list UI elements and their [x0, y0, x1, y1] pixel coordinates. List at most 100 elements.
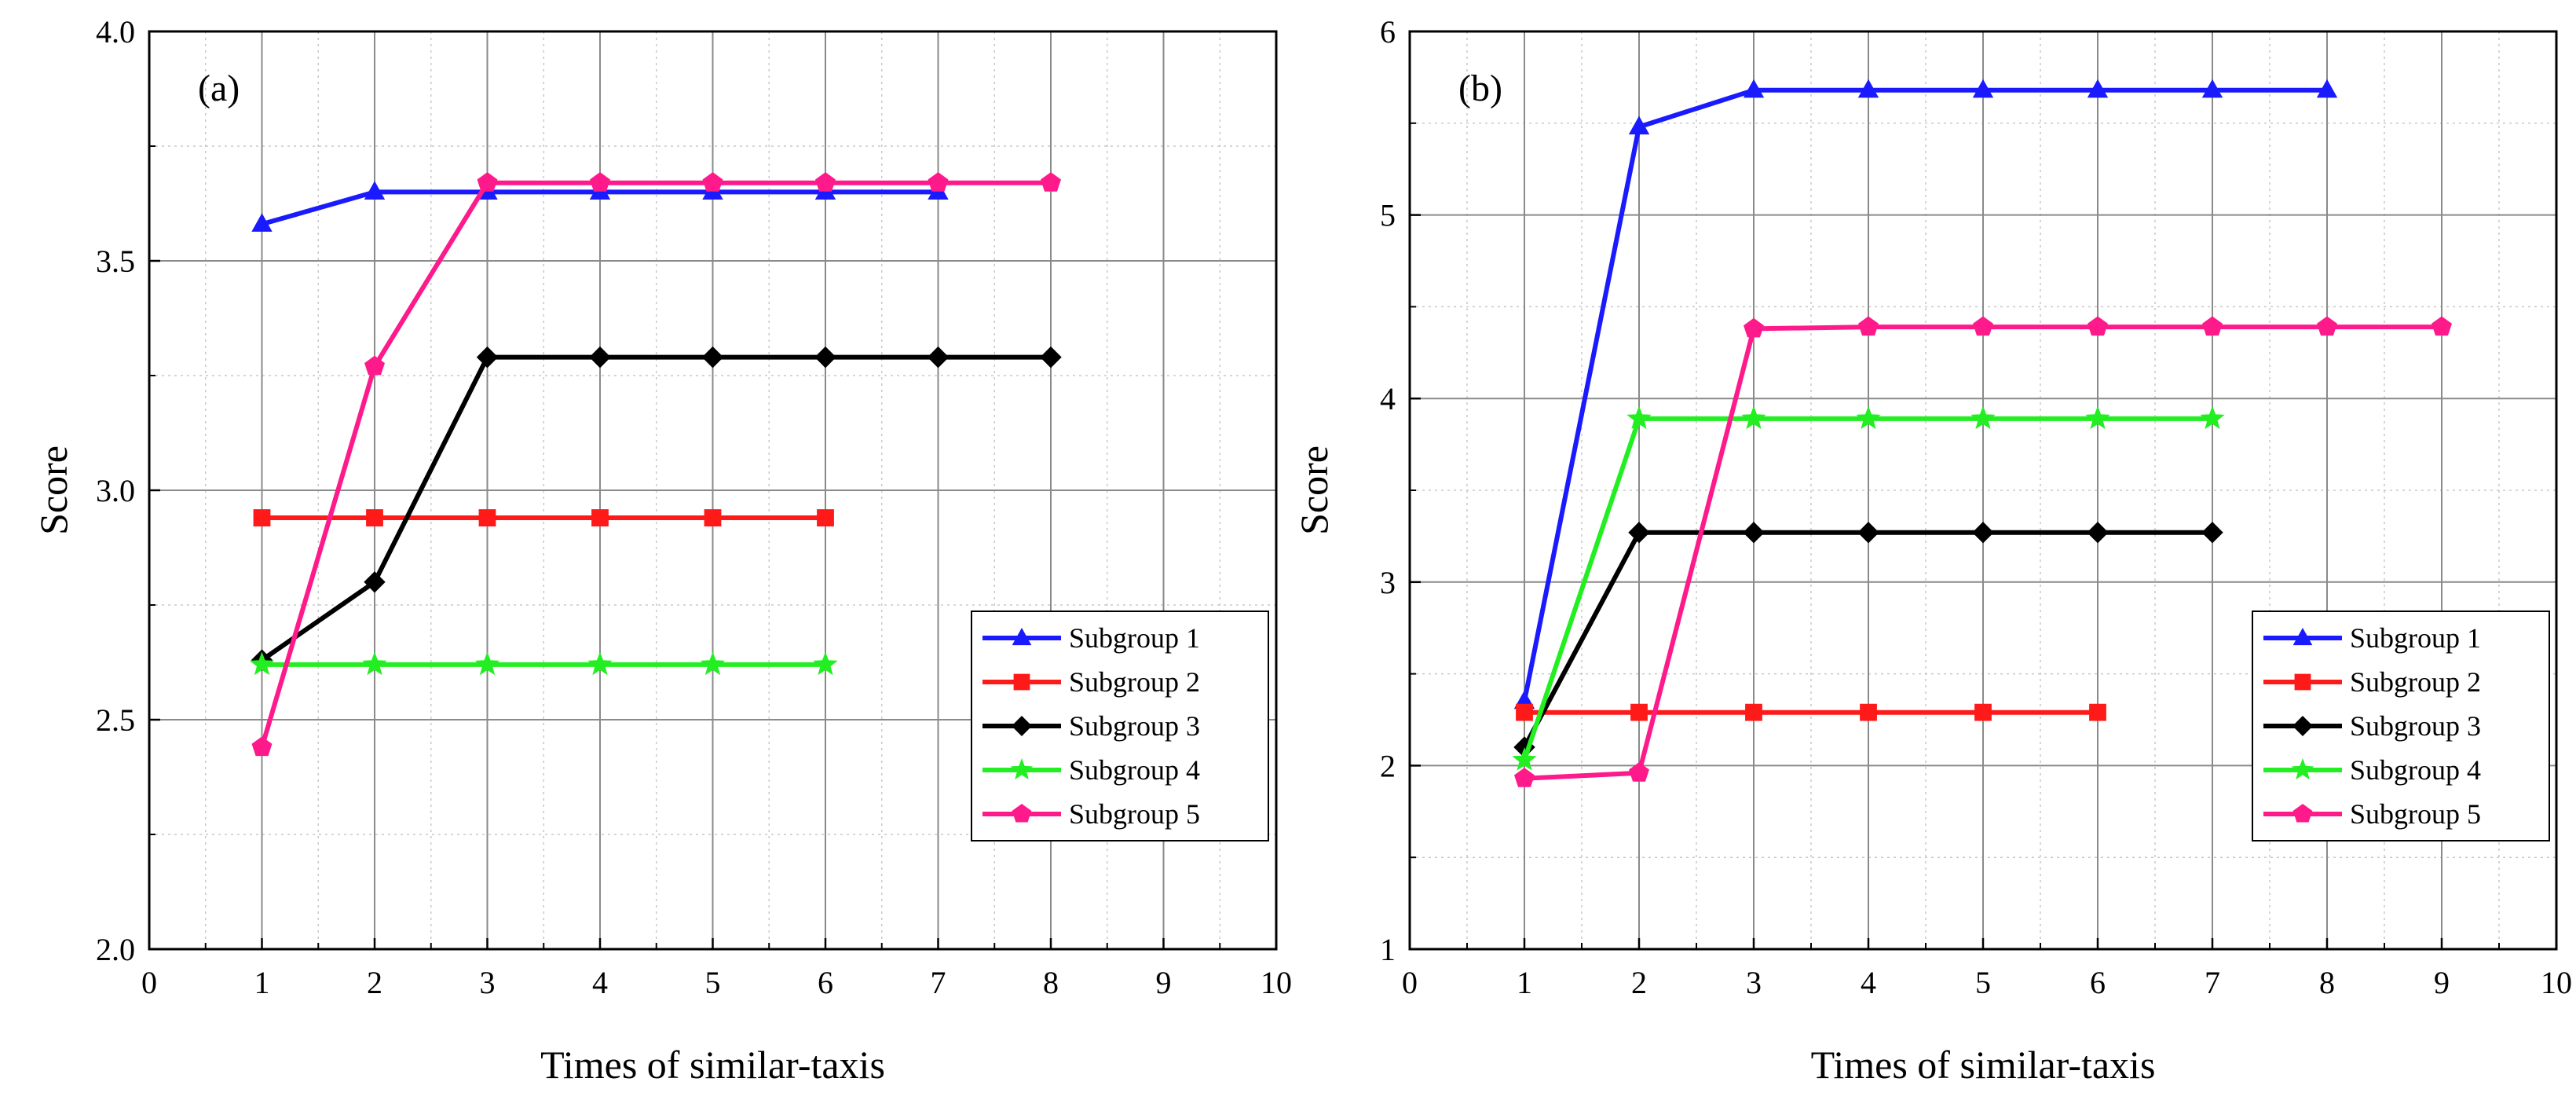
- x-tick-label: 5: [705, 965, 721, 1000]
- x-tick-label: 2: [367, 965, 382, 1000]
- data-point: [477, 172, 498, 192]
- y-tick-label: 5: [1380, 198, 1396, 233]
- data-point: [1970, 405, 1996, 430]
- x-tick-label: 7: [2205, 965, 2220, 1000]
- y-tick-label: 2: [1380, 748, 1396, 783]
- legend-item: Subgroup 1: [982, 622, 1200, 654]
- legend-marker: [1010, 758, 1034, 780]
- legend-item: Subgroup 5: [982, 798, 1200, 830]
- data-point: [2087, 79, 2109, 98]
- series-line: [259, 180, 1051, 748]
- panel-label: (a): [198, 68, 240, 109]
- data-point: [2088, 316, 2108, 336]
- x-axis-title: Times of similar-taxis: [1811, 1043, 2156, 1087]
- series-line: [260, 354, 1051, 662]
- y-axis-title: Score: [31, 446, 75, 535]
- x-tick-label: 2: [1631, 965, 1647, 1000]
- data-point: [928, 172, 949, 192]
- data-point: [927, 346, 950, 368]
- data-point: [1856, 405, 1881, 430]
- y-tick-label: 3: [1380, 565, 1396, 600]
- x-tick-label: 8: [2319, 965, 2335, 1000]
- x-tick-label: 0: [1402, 965, 1418, 1000]
- data-point: [362, 651, 387, 676]
- legend-marker: [1012, 804, 1032, 823]
- x-tick-label: 8: [1043, 965, 1059, 1000]
- data-point: [1743, 79, 1765, 98]
- data-point: [249, 651, 275, 676]
- x-tick-label: 1: [1517, 965, 1532, 1000]
- data-point: [1630, 703, 1648, 721]
- data-point: [478, 509, 496, 526]
- data-point: [1745, 703, 1762, 721]
- legend-item: Subgroup 3: [2263, 710, 2481, 742]
- data-point: [700, 651, 726, 676]
- legend-label: Subgroup 5: [2350, 798, 2481, 830]
- legend-marker: [1012, 628, 1032, 646]
- data-point: [591, 509, 609, 526]
- data-point: [2087, 522, 2109, 544]
- data-point: [1512, 746, 1537, 771]
- x-tick-label: 5: [1975, 965, 1991, 1000]
- data-point: [589, 346, 611, 368]
- data-point: [2201, 79, 2223, 98]
- x-tick-label: 7: [931, 965, 946, 1000]
- legend-marker: [1012, 716, 1032, 736]
- y-tick-label: 3.5: [96, 244, 135, 279]
- legend-marker: [2294, 673, 2311, 691]
- legend-marker: [2292, 804, 2313, 823]
- data-point: [2089, 703, 2106, 721]
- x-tick-label: 1: [254, 965, 270, 1000]
- data-point: [815, 172, 836, 192]
- x-tick-label: 4: [1861, 965, 1876, 1000]
- data-point: [1516, 703, 1533, 721]
- x-tick-label: 3: [1746, 965, 1762, 1000]
- data-point: [251, 213, 273, 232]
- legend-item: Subgroup 3: [982, 710, 1200, 742]
- legend-marker: [1013, 673, 1030, 691]
- y-tick-label: 1: [1380, 932, 1396, 967]
- data-point: [2200, 405, 2225, 430]
- y-tick-label: 3.0: [96, 473, 135, 508]
- legend-label: Subgroup 3: [2350, 710, 2481, 742]
- data-point: [2201, 522, 2223, 544]
- panel-label: (b): [1458, 68, 1502, 109]
- x-tick-label: 10: [1261, 965, 1292, 1000]
- x-tick-label: 9: [1156, 965, 1172, 1000]
- legend-label: Subgroup 5: [1069, 798, 1200, 830]
- data-point: [587, 651, 613, 676]
- data-point: [817, 509, 834, 526]
- data-point: [702, 172, 723, 192]
- data-point: [1858, 316, 1879, 336]
- x-tick-label: 0: [141, 965, 157, 1000]
- x-axis-title: Times of similar-taxis: [540, 1043, 885, 1087]
- data-point: [2316, 79, 2338, 98]
- y-tick-label: 2.0: [96, 932, 135, 967]
- data-point: [1628, 116, 1650, 135]
- data-point: [2317, 316, 2337, 336]
- data-point: [1860, 703, 1877, 721]
- data-point: [476, 346, 499, 368]
- x-tick-label: 6: [818, 965, 833, 1000]
- x-tick-label: 4: [592, 965, 608, 1000]
- data-point: [1626, 405, 1652, 430]
- series-2: [1516, 703, 2106, 721]
- data-point: [1040, 346, 1062, 368]
- data-point: [814, 346, 836, 368]
- series-2: [253, 509, 834, 526]
- y-tick-label: 2.5: [96, 702, 135, 738]
- data-point: [366, 509, 383, 526]
- series-line: [1522, 87, 2327, 702]
- data-point: [364, 571, 386, 593]
- data-point: [1972, 522, 1994, 544]
- legend-marker: [2292, 628, 2313, 646]
- legend-item: Subgroup 1: [2263, 622, 2481, 654]
- legend-label: Subgroup 4: [1069, 754, 1200, 786]
- legend-item: Subgroup 2: [982, 666, 1200, 698]
- data-point: [1629, 762, 1649, 782]
- data-point: [813, 651, 838, 676]
- legend-item: Subgroup 5: [2263, 798, 2481, 830]
